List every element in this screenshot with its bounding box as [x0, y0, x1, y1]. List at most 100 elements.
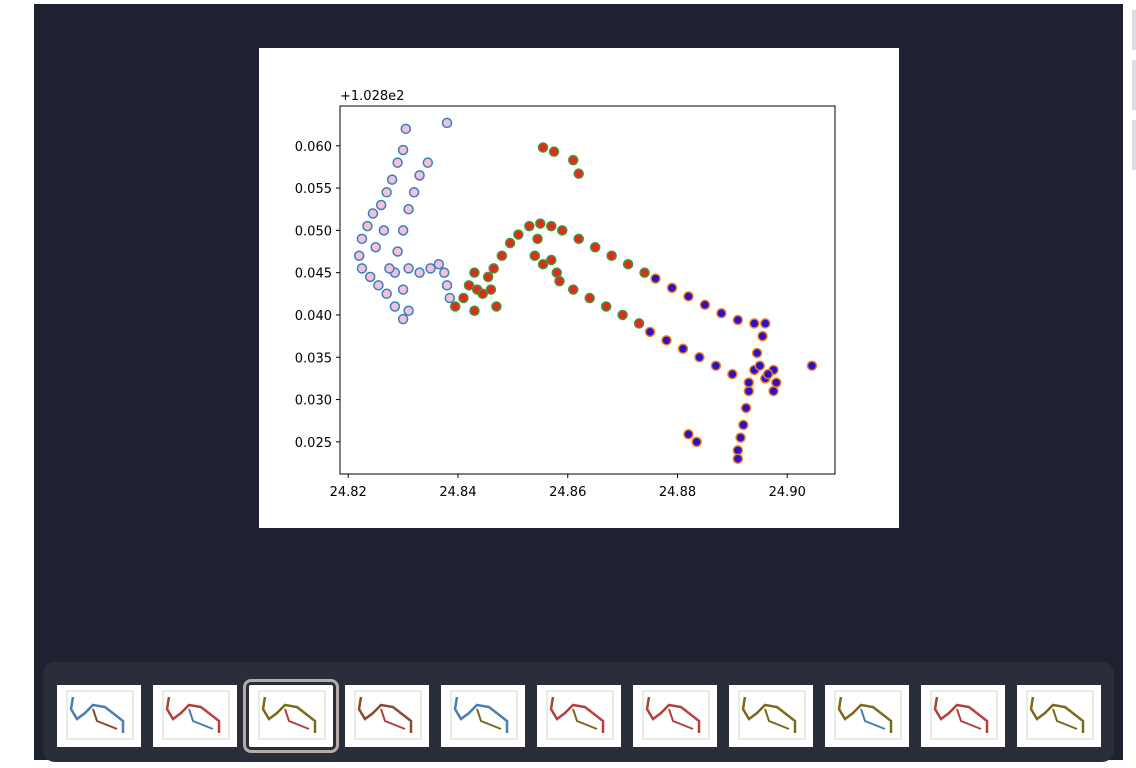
point: [639, 267, 650, 278]
point: [397, 144, 409, 156]
point: [600, 301, 612, 312]
point: [806, 360, 818, 371]
thumbnail[interactable]: [1017, 685, 1101, 747]
thumbnail-image: [1026, 690, 1094, 740]
point: [414, 267, 425, 278]
point: [356, 263, 368, 274]
point: [485, 284, 497, 295]
point: [573, 168, 584, 179]
thumbnail-image: [354, 690, 422, 740]
point: [449, 301, 461, 312]
thumbnail[interactable]: [537, 685, 621, 747]
point: [683, 291, 694, 302]
point: [469, 267, 480, 278]
thumbnail[interactable]: [57, 685, 141, 747]
point: [661, 335, 672, 346]
point: [683, 428, 694, 440]
point: [414, 170, 425, 181]
thumbnail-image: [162, 690, 230, 740]
thumbnail[interactable]: [153, 685, 237, 747]
point: [532, 233, 543, 245]
thumbnail-image: [450, 690, 518, 740]
point: [403, 203, 414, 215]
point: [400, 123, 412, 135]
point: [384, 263, 395, 274]
point: [397, 284, 409, 295]
point: [463, 280, 475, 291]
side-tab: [1132, 10, 1136, 50]
point: [529, 250, 541, 261]
point: [694, 352, 705, 363]
point: [397, 313, 409, 325]
point: [535, 218, 546, 229]
point: [740, 402, 752, 414]
point: [716, 308, 727, 319]
thumbnail[interactable]: [441, 685, 525, 747]
point: [760, 318, 771, 329]
point: [381, 288, 392, 300]
point: [403, 305, 414, 316]
point: [408, 187, 420, 198]
point: [537, 258, 549, 270]
point: [389, 301, 401, 312]
point: [727, 368, 738, 380]
point: [469, 305, 480, 316]
thumbnail-image: [738, 690, 806, 740]
side-tab: [1132, 120, 1136, 170]
thumbnail[interactable]: [825, 685, 909, 747]
point: [353, 250, 365, 261]
point: [433, 258, 445, 270]
point: [557, 225, 568, 236]
point: [699, 299, 711, 311]
point: [754, 360, 766, 371]
point: [666, 282, 678, 294]
point: [537, 142, 549, 153]
point: [362, 220, 373, 232]
point: [444, 292, 456, 304]
y-tick-label: 0.060: [295, 140, 332, 155]
point: [373, 280, 384, 291]
point: [567, 154, 579, 166]
point: [757, 330, 768, 342]
point: [650, 273, 661, 284]
thumbnail-image: [66, 690, 134, 740]
point: [364, 271, 376, 283]
thumbnail[interactable]: [921, 685, 1005, 747]
point: [496, 250, 508, 261]
thumbnail[interactable]: [729, 685, 813, 747]
y-tick-label: 0.055: [295, 182, 332, 197]
point: [677, 343, 689, 355]
y-tick-label: 0.025: [295, 436, 332, 451]
point: [584, 292, 595, 304]
y-tick-label: 0.040: [295, 309, 332, 324]
thumbnail-image: [546, 690, 614, 740]
offset-label: +1.028e2: [340, 89, 404, 104]
point: [441, 280, 453, 291]
point: [622, 258, 634, 270]
x-tick-label: 24.86: [549, 485, 586, 500]
x-tick-label: 24.84: [439, 485, 476, 500]
x-tick-label: 24.82: [330, 485, 367, 500]
point: [524, 220, 535, 232]
y-tick-label: 0.035: [295, 351, 332, 366]
y-tick-label: 0.030: [295, 394, 332, 409]
point: [458, 292, 469, 304]
side-tab: [1132, 60, 1136, 110]
point: [356, 233, 368, 245]
thumbnail-image: [834, 690, 902, 740]
point: [551, 267, 563, 278]
x-tick-label: 24.88: [659, 485, 696, 500]
point: [743, 377, 755, 388]
point: [441, 117, 453, 129]
thumbnail[interactable]: [243, 679, 339, 753]
point: [732, 453, 744, 465]
point: [403, 263, 414, 274]
point: [546, 254, 557, 266]
point: [554, 275, 565, 287]
thumbnail[interactable]: [633, 685, 717, 747]
thumbnail[interactable]: [345, 685, 429, 747]
thumbnail-image: [642, 690, 710, 740]
point: [735, 432, 746, 443]
thumbnail-image: [930, 690, 998, 740]
